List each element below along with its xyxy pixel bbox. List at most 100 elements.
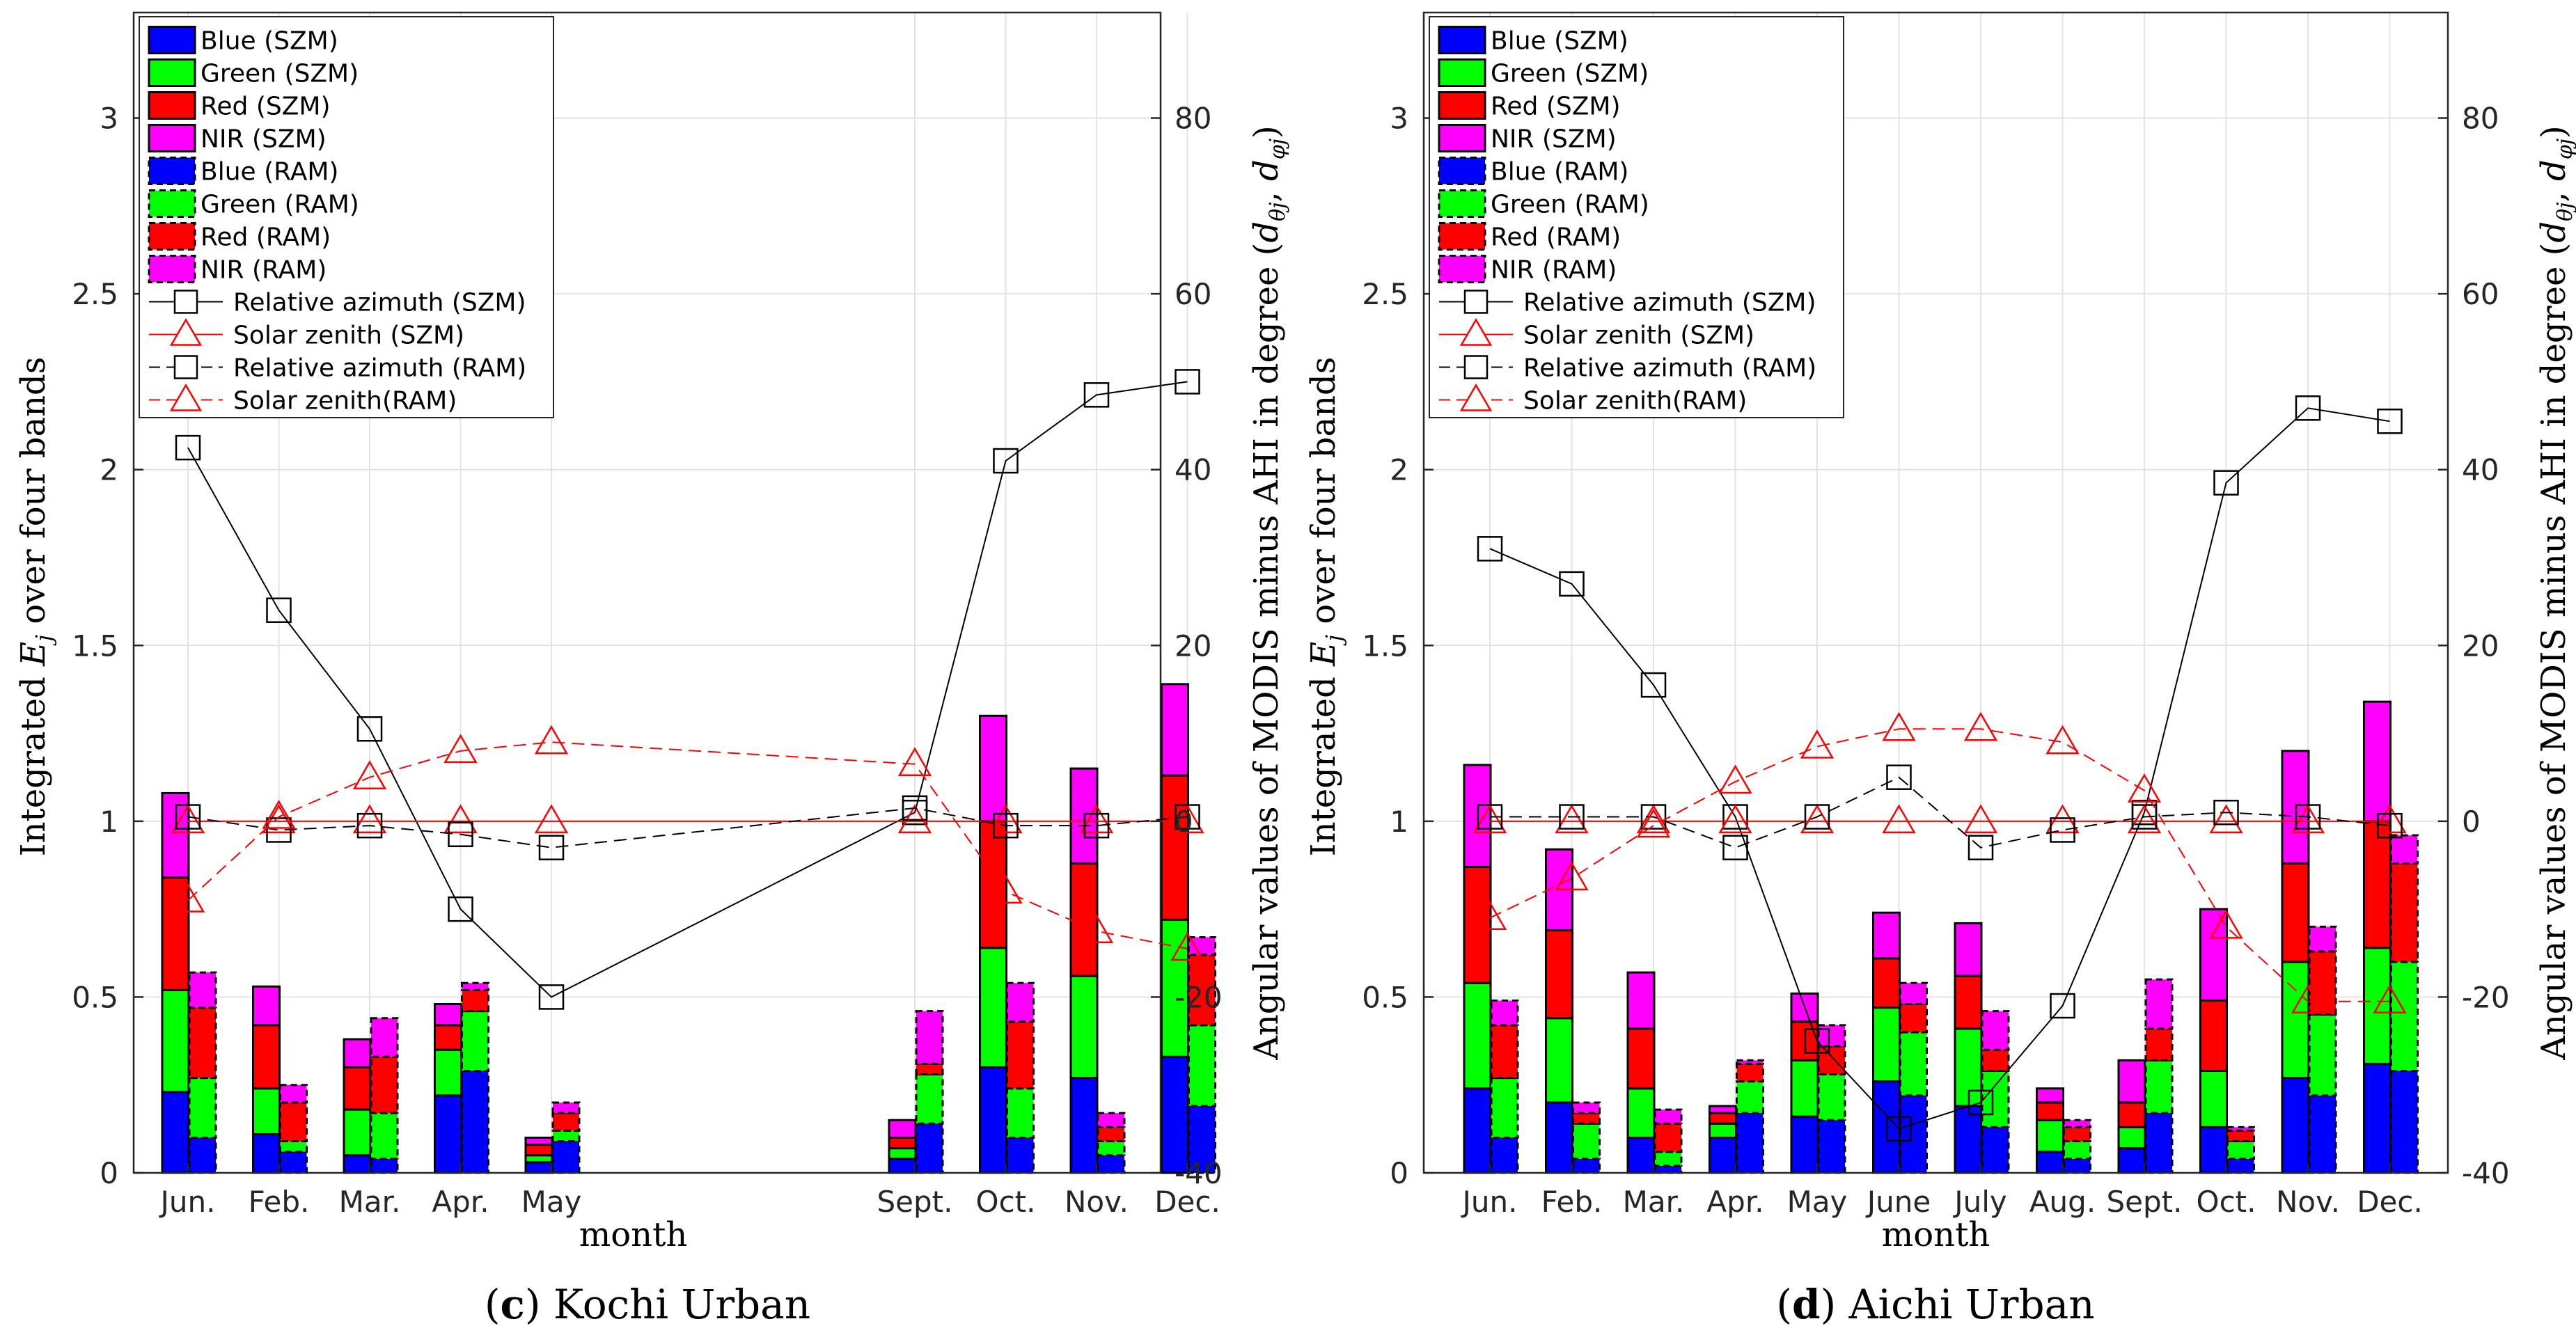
legend-label: Red (SZM) (1491, 93, 1621, 121)
solar-zenith-szm-point (1800, 804, 1835, 834)
panel-aichi: 0 0.5 1 1.5 2 2.5 3 -40 -20 0 20 40 60 80 Jun. Feb. Mar.… (1304, 11, 2576, 1328)
bar-ram-nir (2144, 978, 2174, 1030)
legend-label: Blue (SZM) (201, 27, 338, 56)
y-tick-label: 1 (100, 805, 118, 839)
bar-ram-red (2144, 1027, 2174, 1061)
y2-tick-label: -40 (1175, 1156, 1223, 1190)
bar-szm-red (1161, 774, 1189, 921)
bar-szm-nir (888, 1119, 917, 1139)
bar-ram-red (1654, 1122, 1683, 1153)
bar-szm-blue (1463, 1087, 1492, 1174)
solar-zenith-ram-point (1963, 711, 1998, 741)
bar-ram-red (188, 1006, 217, 1080)
bar-ram-nir (1006, 981, 1035, 1023)
solar-zenith-szm-point (2291, 804, 2325, 834)
legend-label: Red (RAM) (201, 223, 331, 252)
x-tick-label: Mar. (339, 1185, 401, 1219)
bar-ram-red (2063, 1126, 2091, 1143)
legend-marker (1463, 355, 1489, 379)
legend-swatch (1438, 157, 1486, 185)
solar-zenith-szm-point (171, 804, 205, 834)
bar-szm-green (524, 1154, 553, 1164)
legend-marker (1463, 290, 1489, 314)
bar-ram-nir (2390, 834, 2419, 865)
solar-zenith-szm (1472, 804, 2407, 834)
y-tick-label: 3 (1390, 102, 1408, 136)
bar-szm-nir (2199, 908, 2228, 1002)
bar-ram-nir (279, 1084, 308, 1104)
bar-ram-green (1899, 1031, 1928, 1097)
bar-ram-red (1572, 1112, 1601, 1125)
bar-szm-green (1463, 981, 1492, 1090)
bar-szm-blue (434, 1094, 462, 1174)
bar-szm-red (2117, 1101, 2146, 1128)
relative-azimuth-szm-point (1804, 1028, 1830, 1054)
x-tick-label: Oct. (976, 1185, 1036, 1219)
legend-swatch (1438, 189, 1486, 218)
bar-szm-green (1545, 1017, 1573, 1104)
y2-tick-label: 20 (1175, 629, 1211, 663)
legend-label: NIR (SZM) (201, 125, 327, 154)
relative-azimuth-ram-point (1559, 804, 1585, 830)
bar-szm-blue (161, 1091, 190, 1174)
solar-zenith-szm (171, 804, 1204, 834)
legend: Blue (SZM) Green (SZM) Red (SZM) NIR (SZM) B… (1429, 16, 1844, 418)
bar-ram-red (915, 1062, 944, 1076)
relative-azimuth-szm-point (1083, 382, 1110, 408)
relative-azimuth-ram (1477, 764, 2403, 860)
legend-marker (173, 355, 198, 379)
bar-ram-green (1006, 1087, 1035, 1139)
bar-ram-blue (461, 1070, 489, 1174)
bar-ram-nir (551, 1101, 581, 1114)
bar-ram-blue (279, 1151, 308, 1174)
bar-szm-blue (2281, 1077, 2310, 1174)
legend-swatch (148, 124, 196, 152)
relative-azimuth-ram-point (1722, 835, 1748, 860)
bar-szm-green (1709, 1122, 1737, 1139)
legend-swatch (1438, 26, 1486, 54)
bar-szm-blue (1709, 1136, 1737, 1174)
bar-ram-nir (1572, 1101, 1601, 1114)
relative-azimuth-szm-line (1489, 407, 2390, 1130)
relative-azimuth-szm-point (2295, 395, 2321, 421)
solar-zenith-ram-point (262, 800, 296, 829)
legend-label: Green (SZM) (201, 60, 359, 88)
solar-zenith-ram-point (352, 760, 387, 789)
bar-szm-red (2363, 820, 2392, 949)
solar-zenith-szm-point (989, 804, 1023, 834)
solar-zenith-ram (1472, 711, 2407, 1013)
bar-ram-nir (461, 981, 489, 991)
solar-zenith-szm-point (1555, 804, 1589, 834)
solar-zenith-ram-point (2373, 984, 2407, 1013)
bar-ram-green (1736, 1080, 1764, 1114)
x-tick-label: Dec. (1154, 1185, 1220, 1219)
y-tick-label: 2.5 (1362, 277, 1408, 311)
bar-szm-blue (343, 1154, 372, 1174)
bar-ram-nir (1981, 1010, 2010, 1051)
bar-szm-nir (2117, 1059, 2146, 1104)
y-tick-label: 1 (1390, 805, 1408, 839)
y-tick-label: 0.5 (1362, 980, 1408, 1014)
bar-szm-blue (1954, 1105, 1983, 1174)
legend-swatch (1438, 255, 1486, 283)
relative-azimuth-szm-point (175, 434, 201, 461)
legend-swatch (1438, 222, 1486, 251)
bar-ram-green (461, 1010, 489, 1073)
legend-marker (169, 384, 203, 411)
solar-zenith-szm-point (1963, 804, 1998, 834)
y2-tick-label: -40 (2462, 1156, 2510, 1190)
x-tick-label: Sept. (877, 1185, 953, 1219)
bar-szm-green (2281, 961, 2310, 1080)
bar-ram-nir (1899, 981, 1928, 1006)
solar-zenith-ram-point (171, 883, 205, 913)
solar-zenith-ram-point (1800, 729, 1835, 759)
bar-szm-red (1626, 1027, 1656, 1090)
y2-tick-label: 40 (1175, 453, 1211, 487)
solar-zenith-ram-point (1636, 808, 1671, 838)
bar-ram-blue (188, 1136, 217, 1174)
bar-ram-nir (2226, 1126, 2255, 1132)
solar-zenith-ram-point (2209, 909, 2243, 939)
y-tick-label: 0.5 (72, 980, 118, 1014)
y2-tick-label: -20 (1175, 980, 1223, 1014)
bar-szm-nir (1709, 1105, 1737, 1114)
